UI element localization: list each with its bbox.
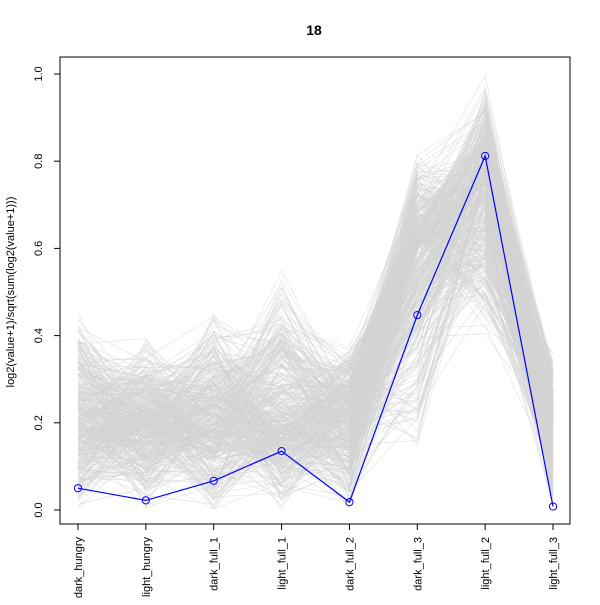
background-series-line <box>77 257 554 445</box>
y-tick-label: 0.2 <box>33 415 45 430</box>
highlight-point <box>73 484 83 493</box>
highlight-point <box>548 502 558 511</box>
background-series-line <box>77 247 554 498</box>
highlight-point <box>209 476 218 485</box>
highlight-point <box>345 498 354 507</box>
y-axis: 0.0 0.2 0.4 0.6 0.8 1.0 <box>33 66 60 518</box>
x-tick-label: dark_full_1 <box>209 537 221 591</box>
x-axis: dark_hungry light_hungry dark_full_1 light_… <box>73 524 560 598</box>
y-axis-label: log2(value+1)/sqrt(sum(log2(value+1))) <box>5 197 17 388</box>
background-series-line <box>77 179 554 476</box>
background-series-line <box>77 233 554 495</box>
background-series-line <box>77 127 554 481</box>
y-tick-label: 1.0 <box>33 66 45 81</box>
background-series-line <box>77 264 554 459</box>
background-series-line <box>77 186 554 459</box>
background-series-line <box>77 233 554 441</box>
background-series-line <box>77 150 554 511</box>
highlight-point <box>413 311 422 320</box>
x-tick-label: dark_full_3 <box>412 537 424 591</box>
background-series-line <box>77 201 554 502</box>
background-series-line <box>77 74 554 472</box>
background-series-line <box>77 144 554 451</box>
chart-title: 18 <box>306 22 322 38</box>
highlight-point <box>141 496 150 505</box>
background-series-group <box>77 74 554 511</box>
background-series-line <box>77 195 554 489</box>
x-tick-label: dark_full_2 <box>344 537 356 591</box>
background-series-line <box>77 180 554 455</box>
x-tick-label: light_full_1 <box>277 537 289 590</box>
background-series-line <box>77 194 554 456</box>
background-series-line <box>77 236 554 483</box>
highlight-series-group <box>73 151 558 511</box>
background-series-line <box>77 142 554 471</box>
background-series-line <box>77 125 554 470</box>
background-series-line <box>77 136 554 452</box>
y-tick-label: 0.0 <box>33 502 45 517</box>
y-tick-label: 0.8 <box>33 154 45 169</box>
background-series-line <box>77 303 554 473</box>
x-tick-label: dark_hungry <box>73 537 85 599</box>
background-series-line <box>77 189 554 494</box>
background-series-line <box>77 261 554 499</box>
x-tick-label: light_full_2 <box>480 537 492 590</box>
plot-frame <box>59 56 571 525</box>
background-series-line <box>77 217 554 471</box>
x-tick-label: light_full_3 <box>548 537 560 590</box>
highlight-point <box>481 151 490 161</box>
x-tick-label: light_hungry <box>141 537 153 597</box>
background-series-line <box>77 106 554 437</box>
background-series-line <box>77 238 554 502</box>
background-series-line <box>77 191 554 478</box>
highlight-point <box>277 447 286 456</box>
background-series-line <box>77 174 554 484</box>
background-series-line <box>77 188 554 482</box>
background-series-line <box>77 269 554 461</box>
y-tick-label: 0.4 <box>33 328 45 343</box>
background-series-line <box>77 142 554 489</box>
y-tick-label: 0.6 <box>33 241 45 256</box>
background-series-line <box>77 201 554 474</box>
background-series-line <box>77 174 554 480</box>
highlight-series-line <box>77 153 554 507</box>
